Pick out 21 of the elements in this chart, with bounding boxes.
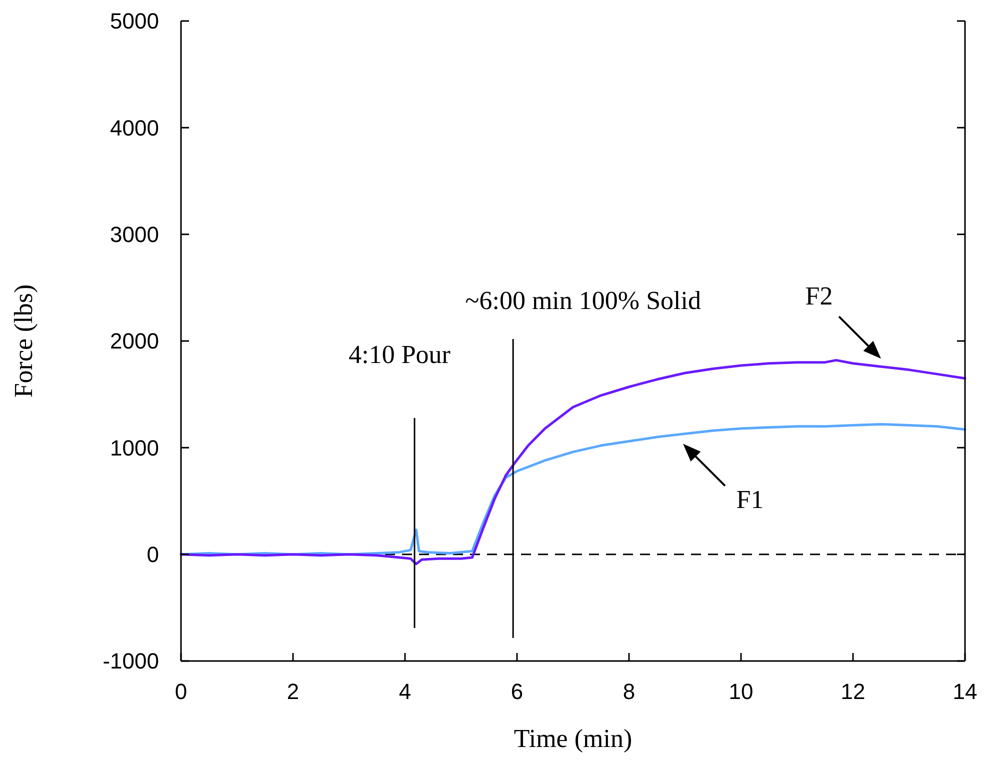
x-tick-label: 12 <box>840 679 866 704</box>
y-tick-label: 5000 <box>110 8 159 34</box>
y-axis-title: Force (lbs) <box>9 284 38 398</box>
y-tick-label: -1000 <box>102 648 159 674</box>
x-tick-label: 14 <box>952 679 978 704</box>
y-tick-label: 0 <box>146 542 159 568</box>
x-tick-label: 2 <box>286 679 300 704</box>
y-tick-label: 1000 <box>110 435 159 460</box>
y-tick-label: 2000 <box>110 328 159 354</box>
x-tick-label: 8 <box>622 679 636 704</box>
x-axis-title: Time (min) <box>514 724 632 753</box>
text: F1 <box>736 484 764 514</box>
ref-line-label: ~6:00 min 100% Solid <box>465 286 701 315</box>
series-label: F2 <box>805 282 833 311</box>
y-tick-label: 3000 <box>110 222 159 248</box>
x-tick-label: 10 <box>728 679 754 704</box>
x-tick-label: 6 <box>510 679 524 704</box>
x-tick-label: 4 <box>398 679 412 704</box>
x-tick-label: 0 <box>174 679 188 704</box>
y-tick-label: 4000 <box>110 115 159 140</box>
ref-line-label: 4:10 Pour <box>348 340 451 369</box>
